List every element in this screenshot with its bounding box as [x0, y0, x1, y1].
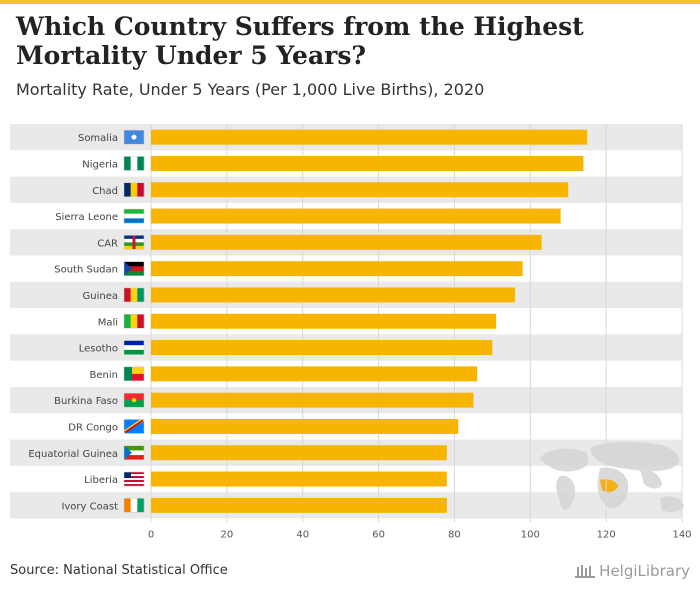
brand-logo: HelgiLibrary: [575, 562, 690, 580]
category-label: Equatorial Guinea: [28, 449, 118, 460]
flag-icon: [123, 498, 145, 513]
category-label: Burkina Faso: [54, 396, 118, 407]
flag-icon: [123, 129, 145, 145]
bar: [151, 261, 523, 277]
x-tick-label: 120: [597, 530, 616, 541]
x-tick-label: 20: [220, 530, 233, 541]
bar: [151, 445, 447, 461]
category-label: Somalia: [78, 133, 118, 144]
bar: [151, 340, 493, 356]
category-label: DR Congo: [68, 422, 118, 433]
category-label: Ivory Coast: [61, 501, 118, 512]
bar: [151, 418, 459, 434]
flag-icon: [123, 366, 145, 382]
flag-icon: [123, 182, 145, 197]
category-label: Nigeria: [82, 159, 118, 170]
x-tick-label: 60: [372, 530, 385, 541]
bar-chart: 0 20 40 60 80 100 120 140 Somalia Nigeria Chad Sier…: [10, 124, 692, 541]
category-label: Chad: [92, 186, 118, 197]
flag-icon: [123, 314, 145, 329]
flag-icon: [123, 261, 145, 276]
category-label: Lesotho: [79, 344, 118, 355]
bar: [151, 234, 542, 250]
category-label: Benin: [90, 370, 118, 381]
x-tick-label: 80: [448, 530, 461, 541]
bar: [151, 471, 447, 487]
bar: [151, 287, 516, 303]
bar: [151, 182, 569, 198]
brand-name: HelgiLibrary: [599, 562, 690, 580]
chart-subtitle: Mortality Rate, Under 5 Years (Per 1,000…: [16, 80, 485, 99]
highlighted-region: [600, 479, 618, 493]
chart-title: Which Country Suffers from the Highest M…: [16, 12, 584, 70]
x-tick-label: 140: [672, 530, 691, 541]
bar: [151, 392, 474, 408]
category-label: South Sudan: [54, 265, 118, 276]
library-icon: [575, 565, 596, 578]
category-label: Guinea: [83, 291, 118, 302]
source-note: Source: National Statistical Office: [10, 563, 228, 578]
x-tick-label: 100: [521, 530, 540, 541]
flag-icon: [123, 419, 145, 434]
flag-icon: [123, 235, 145, 250]
category-label: CAR: [97, 238, 118, 249]
flag-icon: [123, 287, 145, 303]
bar: [151, 129, 588, 145]
flag-icon: [123, 392, 145, 408]
category-label: Mali: [98, 317, 118, 328]
bar: [151, 313, 497, 329]
bar: [151, 155, 584, 171]
category-label: Sierra Leone: [55, 212, 118, 223]
category-label: Liberia: [84, 475, 118, 486]
bar: [151, 497, 447, 513]
x-tick-label: 40: [296, 530, 309, 541]
bar: [151, 208, 561, 224]
flag-icon: [123, 208, 145, 224]
flag-icon: [123, 471, 145, 487]
world-map-icon: [540, 441, 684, 513]
flag-icon: [123, 445, 145, 460]
top-accent-bar: [0, 0, 700, 4]
flag-icon: [123, 156, 145, 171]
bar: [151, 366, 478, 382]
x-tick-label: 0: [148, 530, 154, 541]
flag-icon: [123, 340, 145, 355]
